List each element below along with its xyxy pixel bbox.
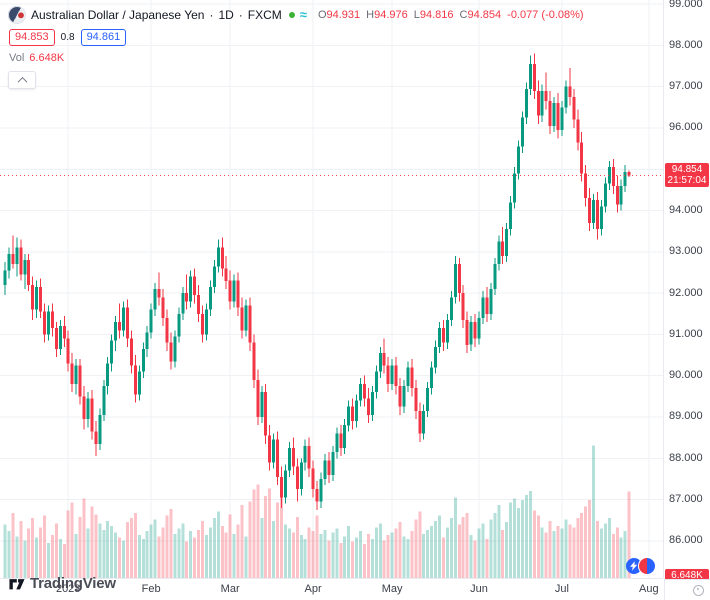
symbol-row: Australian Dollar / Japanese Yen · 1D · … [8,6,584,24]
close-value: 94.854 [467,9,502,21]
last-volume-badge: 6.648K [665,569,709,582]
time-tick-label: Jul [554,583,569,595]
time-tick-label: Jun [470,583,488,595]
price-tick-label: 89.000 [669,410,703,423]
price-tick-label: 97.000 [669,80,703,93]
price-scale[interactable]: 99.00098.00097.00096.00095.00094.00093.0… [663,0,710,582]
bar-close-countdown: 21:57:04 [667,175,707,187]
price-tick-label: 92.000 [669,286,703,299]
time-tick-label: Apr [304,583,322,595]
buy-price-button[interactable]: 94.861 [80,29,127,46]
volume-label: Vol [9,52,25,64]
interval-label[interactable]: 1D [218,8,234,22]
symbol-logo-icon[interactable] [8,6,26,24]
low-label: L [413,9,420,21]
lightning-icon [630,561,638,571]
open-label: O [317,9,327,21]
price-tick-label: 91.000 [669,327,703,340]
bid-ask-row: 94.853 0.8 94.861 [9,29,584,46]
data-stream-icon[interactable]: ≈ [299,7,307,22]
time-tick-label: Feb [141,583,161,595]
close-label: C [459,9,468,21]
price-tick-label: 88.000 [669,451,703,464]
floating-buttons [626,557,656,575]
symbol-title[interactable]: Australian Dollar / Japanese Yen [31,8,205,22]
last-price-value: 94.854 [671,164,703,176]
spread-value: 0.8 [60,32,75,43]
market-status-dot-icon[interactable] [288,12,295,18]
price-tick-label: 94.000 [669,204,703,217]
axis-settings-icon[interactable] [693,584,704,596]
low-value: 94.816 [419,9,454,21]
high-value: 94.976 [374,9,408,21]
price-tick-label: 90.000 [669,369,703,382]
time-tick-label: Mar [220,583,240,595]
separator: · [238,8,243,22]
time-tick-label: 2023 [55,583,81,595]
price-tick-label: 93.000 [669,245,703,258]
last-price-badge: 94.854 21:57:04 [665,163,709,188]
price-tick-label: 96.000 [669,121,703,134]
separator: · [209,8,214,22]
price-tick-label: 99.000 [669,0,703,10]
price-tick-label: 87.000 [669,493,703,506]
time-axis[interactable]: 2023 Feb Mar Apr May Jun Jul Aug [0,578,663,600]
tradingview-logo[interactable]: TradingView [9,575,116,592]
high-label: H [366,9,375,21]
ohlc-readout: O94.931 H94.976 L94.816 C94.854 -0.077 (… [318,9,584,21]
volume-legend-row: Vol 6.648K [9,52,584,64]
volume-value: 6.648K [29,52,65,64]
time-tick-label: Aug [639,583,659,595]
price-chart-canvas[interactable] [0,0,663,578]
tradingview-mark-icon [9,578,25,589]
exchange-label[interactable]: FXCM [247,8,282,22]
chevron-up-icon [17,76,27,87]
axis-corner[interactable] [664,579,710,600]
tradingview-logo-text: TradingView [30,575,116,592]
trading-panel-button[interactable] [638,557,656,575]
open-value: 94.931 [326,9,361,21]
time-tick-label: May [381,583,403,595]
chart-legend: Australian Dollar / Japanese Yen · 1D · … [8,6,584,89]
price-tick-label: 98.000 [669,38,703,51]
collapse-legend-button[interactable] [8,71,36,89]
sell-price-button[interactable]: 94.853 [9,29,55,46]
price-tick-label: 86.000 [669,534,703,547]
change-value: -0.077 (-0.08%) [507,9,584,21]
